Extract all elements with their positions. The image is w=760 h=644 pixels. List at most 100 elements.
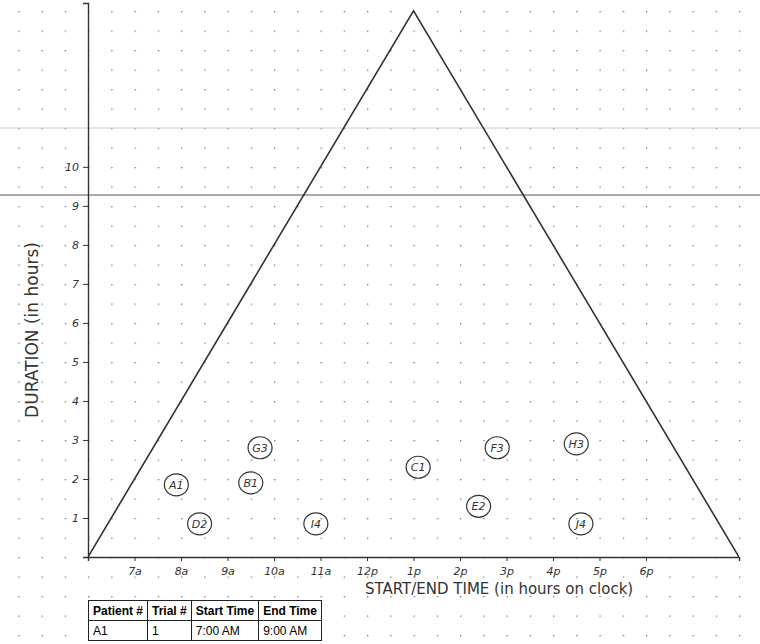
y-tick: 3 bbox=[72, 434, 88, 447]
point-label: G3 bbox=[252, 442, 268, 455]
x-tick: 2p bbox=[454, 557, 468, 578]
triangle-line bbox=[88, 11, 739, 557]
y-tick: 5 bbox=[72, 356, 88, 369]
x-tick-mark bbox=[274, 557, 275, 561]
x-tick-label: 9a bbox=[221, 565, 235, 578]
table-cell: 9:00 AM bbox=[259, 621, 322, 641]
y-tick-label: 6 bbox=[72, 317, 79, 330]
x-tick-mark bbox=[367, 557, 368, 561]
header-cell: End Time bbox=[259, 601, 322, 621]
x-tick: 8a bbox=[175, 557, 189, 578]
y-tick-mark bbox=[83, 401, 88, 402]
point bbox=[239, 472, 263, 494]
y-tick: 1 bbox=[72, 512, 88, 525]
y-tick-mark bbox=[83, 245, 88, 246]
x-tick-label: 1p bbox=[407, 565, 421, 578]
point bbox=[248, 437, 272, 459]
point-label: J4 bbox=[574, 518, 586, 531]
x-tick-label: 8a bbox=[175, 565, 189, 578]
point-label: F3 bbox=[491, 442, 504, 455]
x-tick-label: 4p bbox=[547, 565, 561, 578]
x-tick: 4p bbox=[547, 557, 561, 578]
y-tick: 7 bbox=[72, 278, 88, 291]
x-tick-label: 6p bbox=[640, 565, 654, 578]
y-axis-title: DURATION (in hours) bbox=[22, 242, 42, 418]
point-label: C1 bbox=[411, 461, 426, 474]
y-tick-mark bbox=[83, 167, 88, 168]
x-tick-label: 11a bbox=[311, 565, 332, 578]
y-tick-mark bbox=[83, 518, 88, 519]
x-tick-label: 3p bbox=[500, 565, 514, 578]
point-label: B1 bbox=[243, 477, 258, 490]
point-label: H3 bbox=[569, 438, 584, 451]
y-axis-line bbox=[83, 4, 89, 558]
x-tick-mark bbox=[553, 557, 554, 561]
x-tick: 12p bbox=[357, 557, 378, 578]
point bbox=[304, 513, 328, 535]
x-tick: 1p bbox=[407, 557, 421, 578]
point-label: E2 bbox=[472, 500, 486, 513]
y-tick: 4 bbox=[72, 395, 88, 408]
x-tick: 3p bbox=[500, 557, 514, 578]
x-tick-mark bbox=[181, 557, 182, 561]
header-cell: Patient # bbox=[89, 601, 148, 621]
x-tick-label: 5p bbox=[593, 565, 607, 578]
point bbox=[564, 433, 588, 455]
paper-dots bbox=[0, 0, 760, 644]
y-tick-mark bbox=[83, 362, 88, 363]
y-tick-label: 2 bbox=[72, 473, 79, 486]
x-tick-mark bbox=[321, 557, 322, 561]
y-tick-mark bbox=[83, 440, 88, 441]
x-tick-mark bbox=[460, 557, 461, 561]
y-tick-mark bbox=[83, 479, 88, 480]
table-header: Patient #Trial #Start TimeEnd Time bbox=[89, 601, 322, 621]
y-tick: 9 bbox=[72, 200, 88, 213]
plot-area bbox=[88, 11, 739, 557]
x-tick-label: 12p bbox=[357, 565, 378, 578]
x-tick-mark bbox=[600, 557, 601, 561]
chart: 7a 8a 9a 10a 11a 12p 1p 2p 3p 4p 5p 6p 1 2 3 4 5 6 7 8 9 10 ST… bbox=[0, 0, 760, 644]
point-label: I4 bbox=[311, 518, 321, 531]
point-label: A1 bbox=[168, 479, 184, 492]
x-tick: 10a bbox=[264, 557, 285, 578]
y-tick: 10 bbox=[65, 161, 88, 174]
header-cell: Trial # bbox=[148, 601, 192, 621]
point bbox=[485, 437, 509, 459]
y-tick-label: 9 bbox=[72, 200, 79, 213]
x-axis-line bbox=[89, 558, 740, 562]
x-tick-mark bbox=[228, 557, 229, 561]
x-tick-label: 10a bbox=[264, 565, 285, 578]
y-tick-label: 3 bbox=[72, 434, 79, 447]
y-tick-label: 1 bbox=[72, 512, 79, 525]
x-tick: 9a bbox=[221, 557, 235, 578]
table-cell: 1 bbox=[148, 621, 192, 641]
y-tick: 2 bbox=[72, 473, 88, 486]
data-table: Patient #Trial #Start TimeEnd TimeA117:0… bbox=[88, 600, 322, 641]
x-tick-mark bbox=[507, 557, 508, 561]
table-cell: A1 bbox=[89, 621, 148, 641]
y-tick-label: 4 bbox=[72, 395, 79, 408]
point bbox=[406, 456, 430, 478]
point bbox=[188, 513, 212, 535]
header-cell: Start Time bbox=[191, 601, 258, 621]
point-label: D2 bbox=[192, 518, 207, 531]
x-tick-mark bbox=[414, 557, 415, 561]
y-tick-mark bbox=[83, 323, 88, 324]
x-axis-title: START/END TIME (in hours on clock) bbox=[365, 580, 633, 598]
y-tick-mark bbox=[83, 206, 88, 207]
point bbox=[569, 513, 593, 535]
table-row: A117:00 AM9:00 AM bbox=[89, 621, 322, 641]
y-tick-mark bbox=[83, 284, 88, 285]
x-tick: 5p bbox=[593, 557, 607, 578]
paper-line bbox=[0, 195, 760, 196]
y-tick-label: 10 bbox=[65, 161, 79, 174]
table-cell: 7:00 AM bbox=[191, 621, 258, 641]
y-tick: 8 bbox=[72, 239, 88, 252]
x-tick: 7a bbox=[128, 557, 142, 578]
y-tick-label: 8 bbox=[72, 239, 79, 252]
y-tick: 6 bbox=[72, 317, 88, 330]
x-axis: 7a 8a 9a 10a 11a 12p 1p 2p 3p 4p 5p 6p bbox=[89, 557, 740, 578]
x-tick-label: 7a bbox=[128, 565, 142, 578]
x-tick-mark bbox=[646, 557, 647, 561]
point bbox=[164, 474, 188, 496]
